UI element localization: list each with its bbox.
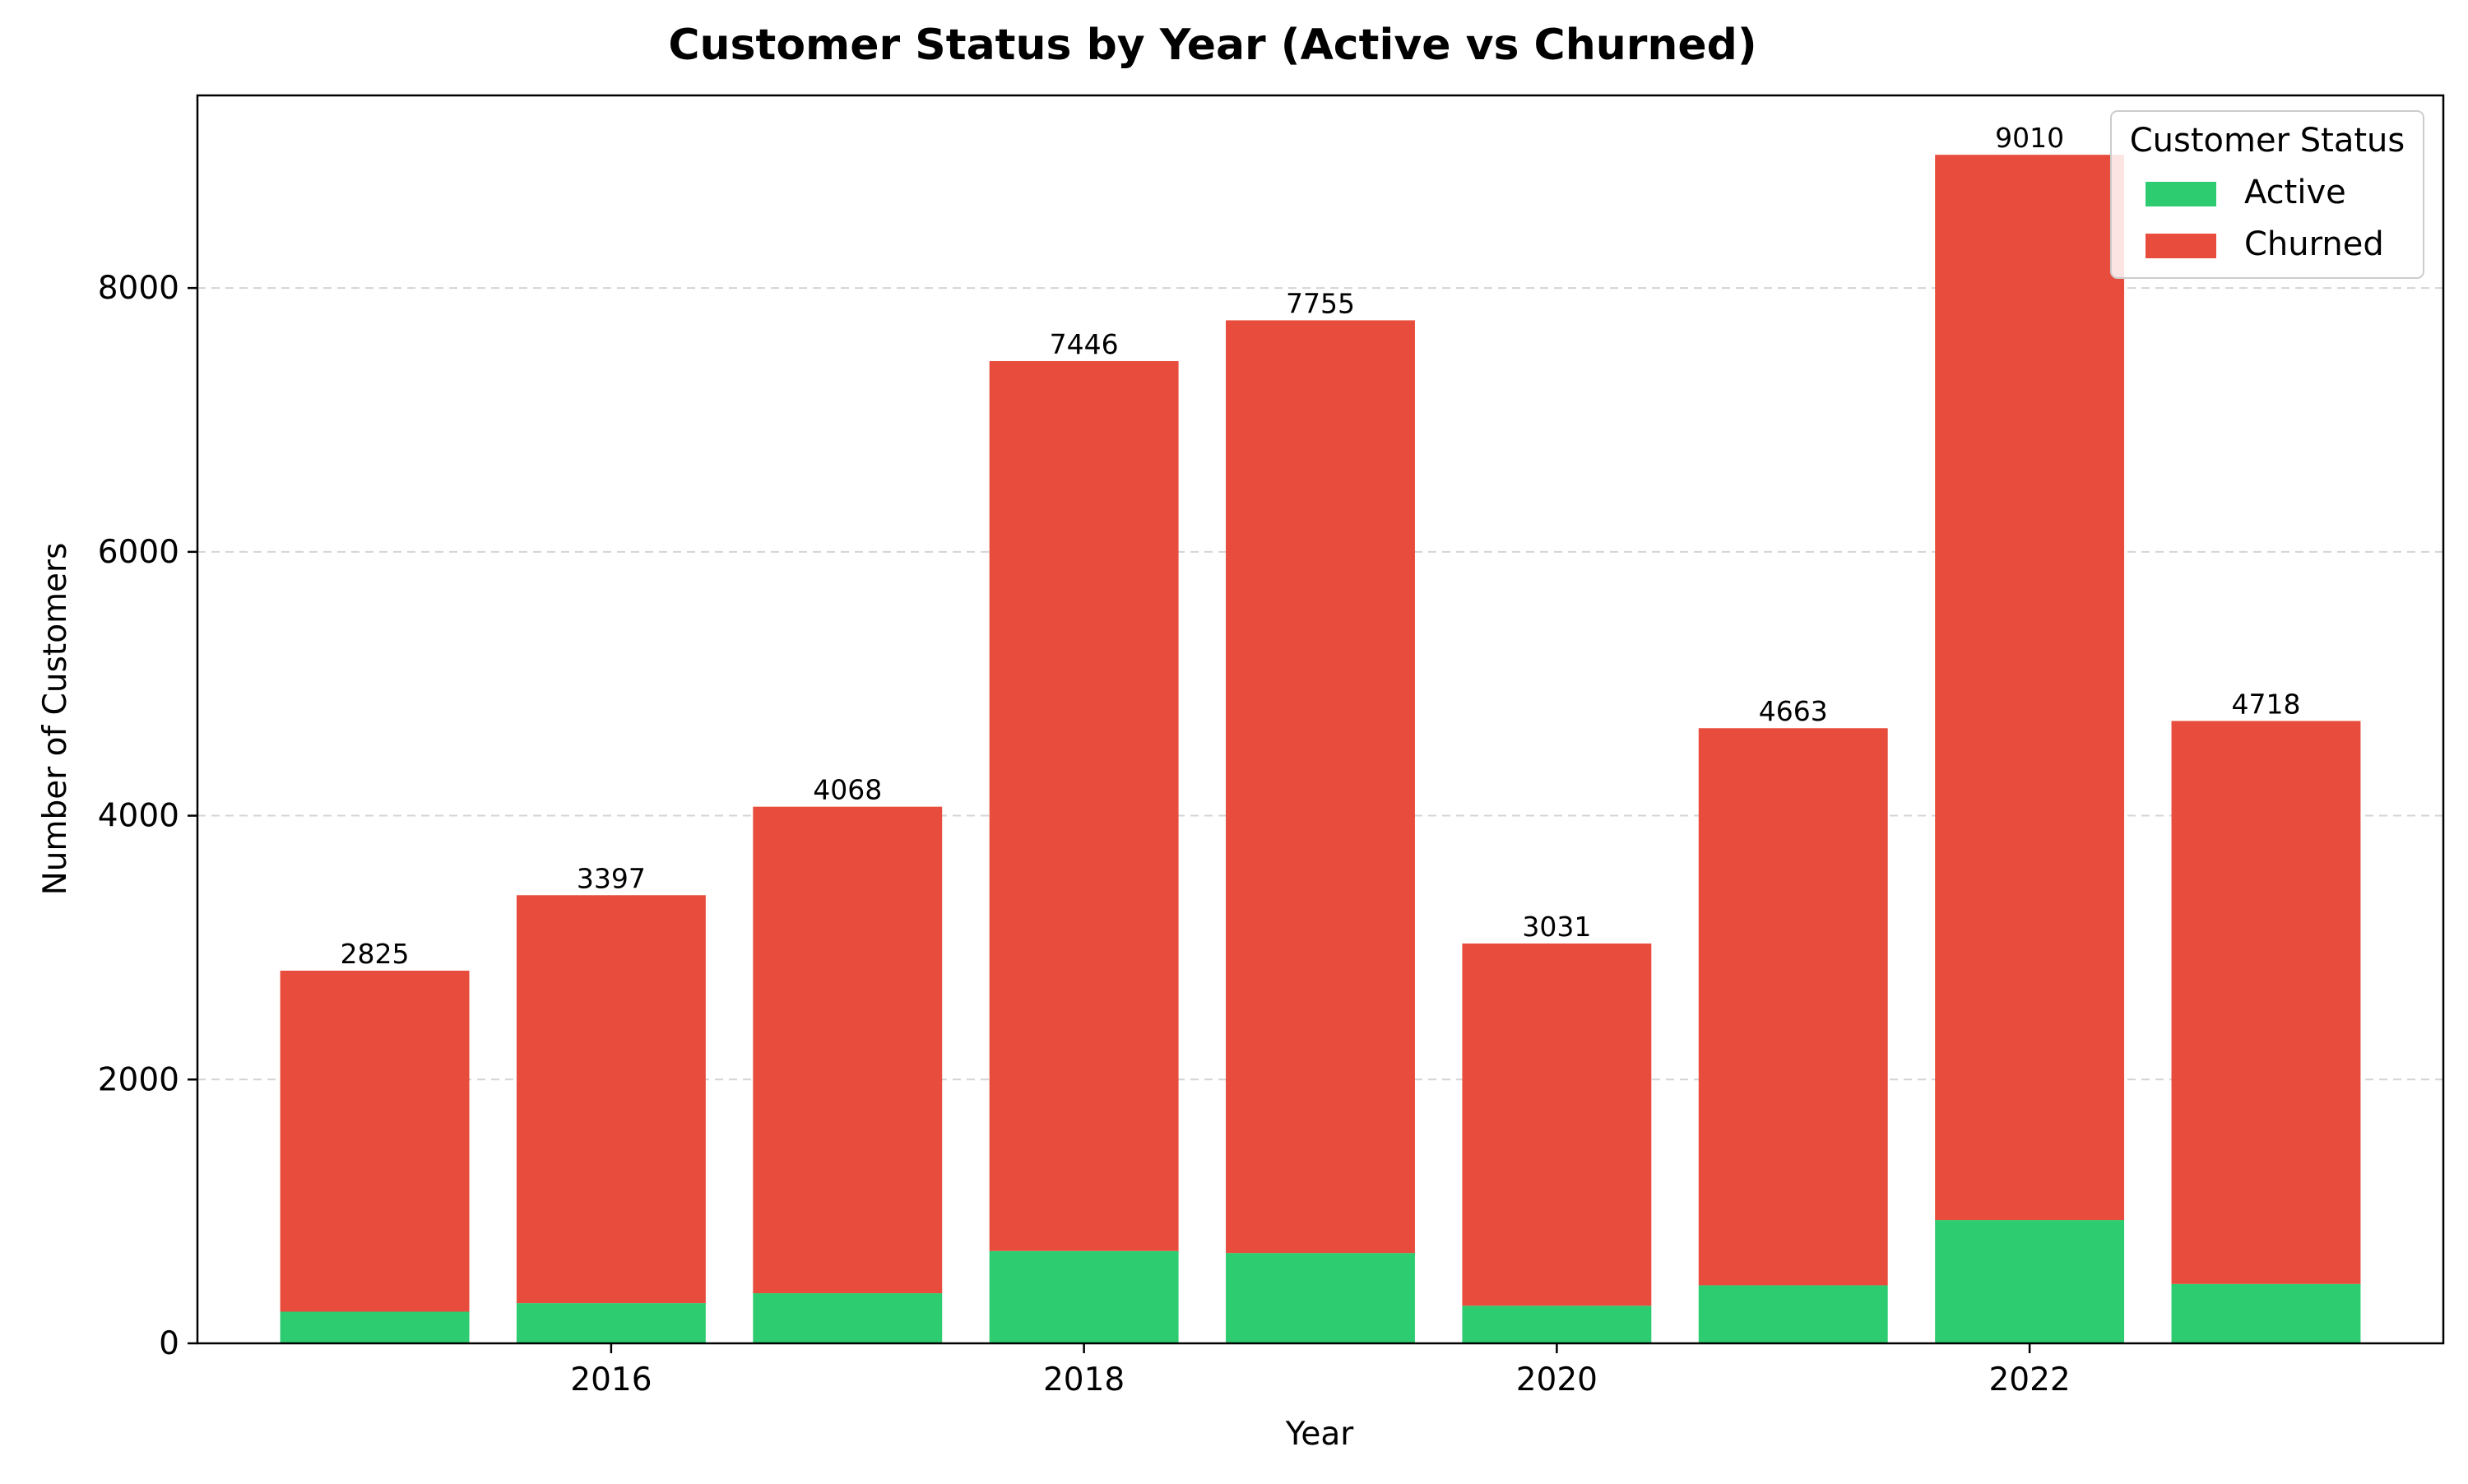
bar-total-label: 7755	[1286, 287, 1355, 319]
legend-swatch-churned	[2146, 234, 2216, 258]
bar-total-labels: 2825 3397 4068 7446 7755 3031 4663 9010 4718	[341, 122, 2301, 970]
bar-active-2022	[1935, 1220, 2125, 1343]
y-axis-label: Number of Customers	[37, 543, 74, 896]
x-tick-label: 2020	[1516, 1361, 1598, 1398]
y-tick-label: 8000	[98, 270, 179, 307]
bar-churned-2023	[2171, 721, 2361, 1284]
x-tick-label: 2018	[1043, 1361, 1125, 1398]
bar-total-label: 4718	[2231, 688, 2300, 720]
bar-total-label: 4663	[1759, 695, 1828, 727]
bar-churned-2015	[280, 970, 470, 1312]
legend-items: Active Churned	[2146, 174, 2384, 263]
bar-active-2021	[1698, 1285, 1888, 1343]
legend-title: Customer Status	[2130, 122, 2405, 160]
bar-active-2019	[1226, 1253, 1415, 1343]
bar-churned-2016	[516, 895, 706, 1304]
bar-churned-2017	[753, 806, 943, 1294]
chart-title: Customer Status by Year (Active vs Churn…	[668, 21, 1756, 70]
bar-churned-2021	[1698, 728, 1888, 1286]
legend-label-active: Active	[2244, 174, 2346, 211]
legend-label-churned: Churned	[2244, 225, 2384, 263]
bar-active-2017	[753, 1293, 943, 1343]
plot-frame	[196, 94, 2445, 1345]
bar-active-2018	[989, 1250, 1179, 1343]
bar-total-label: 2825	[341, 938, 410, 970]
bar-total-label: 7446	[1050, 328, 1119, 360]
bar-total-label: 4068	[813, 774, 882, 806]
x-tick-label: 2022	[1988, 1361, 2070, 1398]
bar-churned-2018	[989, 360, 1179, 1251]
bar-active-2020	[1462, 1305, 1652, 1343]
y-tick-label: 2000	[98, 1061, 179, 1098]
y-tick-label: 0	[159, 1325, 179, 1362]
legend-swatch-active	[2146, 182, 2216, 206]
x-axis-ticks: 2016 2018 2020 2022	[570, 1343, 2071, 1398]
bar-active-2016	[516, 1303, 706, 1343]
y-axis-ticks: 0 2000 4000 6000 8000	[98, 270, 197, 1362]
bar-total-label: 3031	[1522, 911, 1591, 943]
y-tick-label: 6000	[98, 534, 179, 571]
legend: Customer Status Active Churned	[2110, 110, 2424, 279]
bar-churned-2022	[1935, 155, 2125, 1221]
bar-active-2023	[2171, 1283, 2361, 1343]
y-tick-label: 4000	[98, 798, 179, 835]
x-axis-label: Year	[1285, 1416, 1355, 1453]
bar-active-2015	[280, 1311, 470, 1343]
x-tick-label: 2016	[570, 1361, 652, 1398]
bars	[280, 155, 2361, 1343]
bar-total-label: 9010	[1995, 122, 2064, 154]
bar-churned-2020	[1462, 943, 1652, 1306]
bar-churned-2019	[1226, 320, 1415, 1254]
bar-total-label: 3397	[577, 862, 646, 894]
